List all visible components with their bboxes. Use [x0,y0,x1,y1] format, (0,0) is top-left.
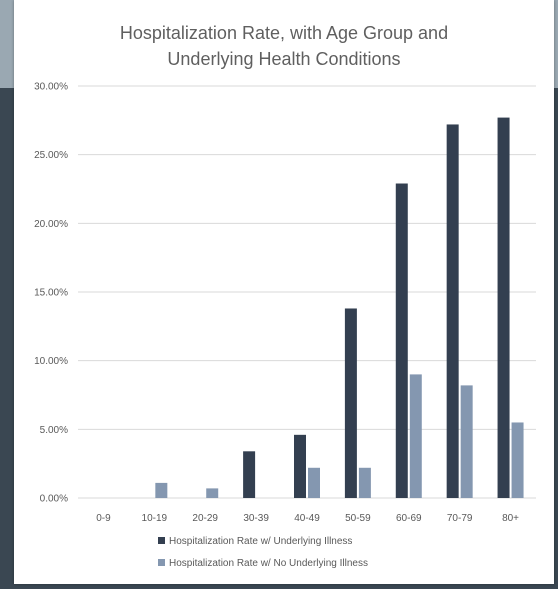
legend-swatch [158,537,165,544]
y-tick-label: 25.00% [34,150,68,161]
legend-label: Hospitalization Rate w/ Underlying Illne… [169,536,352,547]
chart-title: Hospitalization Rate, with Age Group and… [14,20,554,72]
x-tick-label: 60-69 [396,513,422,524]
bar-underlying-illness [294,434,306,498]
y-tick-label: 15.00% [34,288,68,299]
bar-underlying-illness [344,308,357,498]
y-tick-label: 30.00% [34,82,68,93]
y-tick-label: 20.00% [34,219,68,230]
bar-no-underlying-illness [511,422,524,498]
x-tick-label: 70-79 [447,513,473,524]
x-tick-label: 50-59 [345,513,371,524]
bar-no-underlying-illness [308,467,320,498]
bar-underlying-illness [395,183,408,499]
bar-no-underlying-illness [358,467,371,498]
x-tick-label: 80+ [502,513,519,524]
chart-title-line-2: Underlying Health Conditions [167,49,401,69]
bar-no-underlying-illness [155,482,168,498]
bar-underlying-illness [243,451,256,498]
x-tick-label: 30-39 [243,513,269,524]
y-tick-label: 10.00% [34,356,68,367]
x-tick-label: 0-9 [96,513,111,524]
bar-no-underlying-illness [206,488,219,498]
legend-label: Hospitalization Rate w/ No Underlying Il… [169,558,368,569]
bar-no-underlying-illness [409,374,422,498]
bar-underlying-illness [497,117,510,498]
y-tick-label: 5.00% [40,425,68,436]
y-tick-label: 0.00% [40,494,68,505]
bar-no-underlying-illness [460,385,473,498]
chart-card: Hospitalization Rate, with Age Group and… [14,0,554,584]
chart-title-line-1: Hospitalization Rate, with Age Group and [119,23,449,43]
bar-underlying-illness [446,124,459,498]
x-tick-label: 20-29 [192,513,218,524]
x-tick-label: 10-19 [142,513,168,524]
bar-chart: 0.00% 5.00% 10.00% 15.00% 20.00% 25.00% 30.00%… [34,82,536,569]
x-tick-label: 40-49 [294,513,320,524]
legend-swatch [158,559,165,566]
